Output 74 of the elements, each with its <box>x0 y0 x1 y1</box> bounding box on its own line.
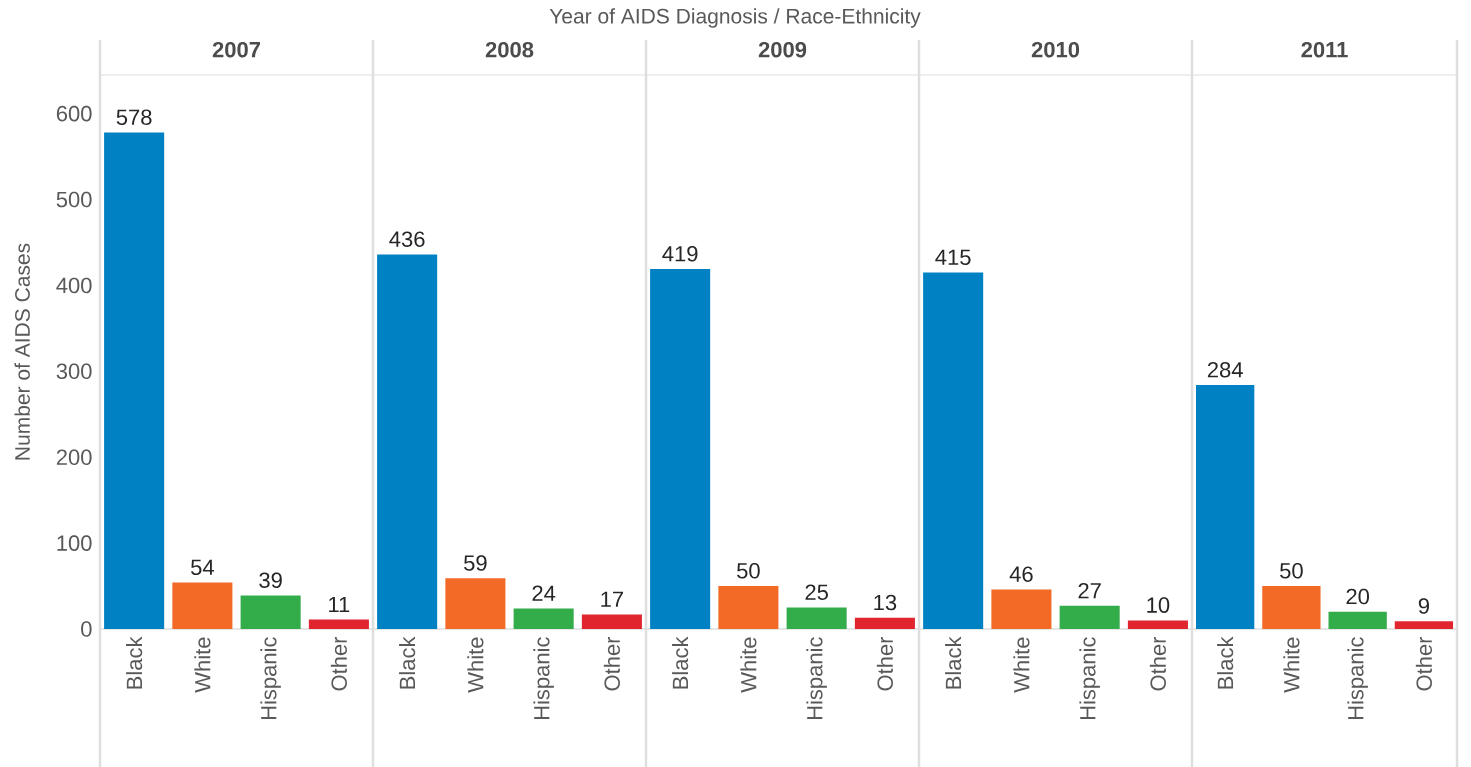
y-tick-label: 300 <box>56 363 92 380</box>
x-tick-label: White <box>194 637 211 693</box>
x-tick-label: Hispanic <box>1079 637 1100 720</box>
data-label: 25 <box>805 584 828 600</box>
x-tick-label: Other <box>330 636 347 691</box>
bar <box>991 589 1052 629</box>
bar <box>240 595 301 629</box>
bar <box>854 617 915 629</box>
x-tick-label: Other <box>876 636 893 691</box>
data-label: 24 <box>532 585 556 601</box>
data-label: 13 <box>874 594 897 611</box>
data-label: 39 <box>259 572 282 588</box>
bar <box>581 614 642 629</box>
x-tick-label: Black <box>1217 636 1234 689</box>
chart-title: 2011 <box>1301 41 1348 58</box>
y-tick-label: 0 <box>81 621 92 637</box>
x-tick-label: White <box>1013 637 1030 693</box>
data-label: 9 <box>1418 598 1429 614</box>
bar <box>718 586 779 629</box>
x-tick-label: Other <box>603 636 620 691</box>
data-label: 284 <box>1207 361 1243 378</box>
bar <box>1262 586 1321 629</box>
x-tick-label: White <box>467 637 484 693</box>
y-tick-label: 600 <box>56 105 92 122</box>
x-tick-label: Black <box>672 636 689 689</box>
data-label: 415 <box>935 249 971 266</box>
data-label: 17 <box>601 591 624 607</box>
bar <box>1196 385 1255 629</box>
bar <box>513 608 574 629</box>
x-tick-label: White <box>1283 637 1300 693</box>
x-tick-label: Black <box>126 636 143 689</box>
data-label: 27 <box>1078 582 1101 599</box>
y-tick-label: 200 <box>56 449 92 465</box>
bar <box>650 269 711 629</box>
x-tick-label: Other <box>1149 636 1166 691</box>
x-tick-label: Black <box>945 636 962 689</box>
x-tick-label: Hispanic <box>1347 637 1368 720</box>
x-tick-label: Other <box>1415 636 1432 691</box>
x-tick-label: Black <box>399 636 416 689</box>
bar <box>172 582 233 629</box>
bar <box>1328 611 1387 629</box>
data-label: 50 <box>1280 562 1303 579</box>
bar <box>308 619 369 629</box>
data-label: 54 <box>191 559 214 576</box>
data-label: 50 <box>737 562 760 579</box>
text: Year of AIDS Diagnosis / Race-Ethnicity <box>549 8 921 28</box>
bar <box>1394 621 1454 629</box>
data-label: 11 <box>329 596 350 613</box>
y-tick-label: 400 <box>56 277 92 294</box>
data-label: 59 <box>464 555 487 571</box>
bar <box>923 272 984 629</box>
bar <box>377 254 438 629</box>
y-axis-title: Number of AIDS Cases <box>14 243 30 460</box>
data-label: 419 <box>662 246 698 262</box>
bar <box>1059 605 1120 629</box>
data-label: 578 <box>116 109 152 125</box>
bar <box>445 578 506 629</box>
x-tick-label: Hispanic <box>260 637 281 720</box>
chart-title: 2008 <box>485 41 534 58</box>
data-label: 436 <box>389 231 425 247</box>
data-label: 46 <box>1009 566 1033 582</box>
chart-title: 2010 <box>1031 41 1080 58</box>
bar <box>786 607 847 629</box>
y-tick-label: 100 <box>57 535 92 551</box>
chart-title: 2009 <box>758 41 807 58</box>
x-tick-label: Hispanic <box>806 637 827 720</box>
x-tick-label: Hispanic <box>533 637 554 720</box>
y-tick-label: 500 <box>56 191 92 208</box>
bar <box>1127 620 1188 629</box>
data-label: 20 <box>1346 588 1370 605</box>
bar <box>104 132 165 629</box>
x-tick-label: White <box>740 637 757 693</box>
chart-title: 2007 <box>212 41 260 58</box>
data-label: 10 <box>1147 597 1170 613</box>
